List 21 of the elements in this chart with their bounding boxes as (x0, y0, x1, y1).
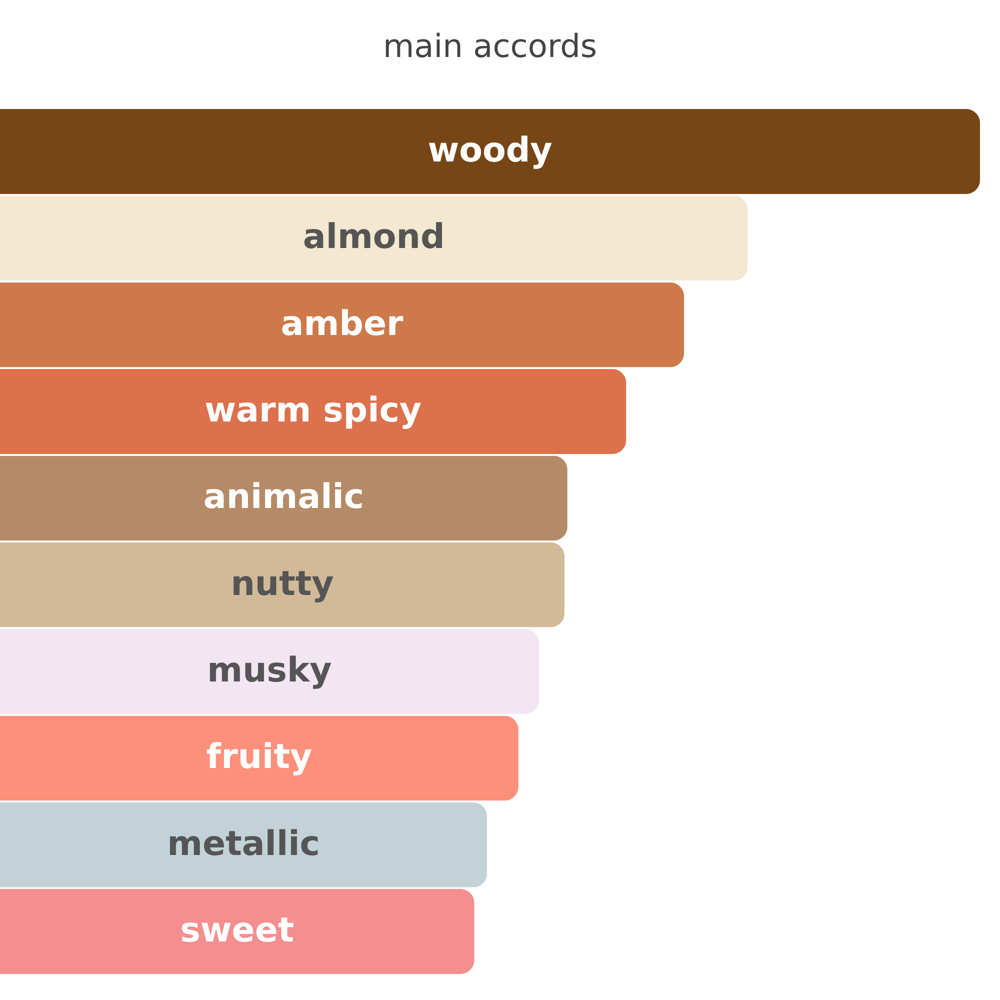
bar (0, 802, 488, 888)
y-tick-label: sweet (180, 910, 294, 951)
bar (0, 109, 980, 194)
y-tick-label: amber (280, 304, 404, 344)
bar (0, 542, 564, 628)
bar (0, 716, 518, 801)
y-tick-label: almond (302, 217, 445, 258)
bar (0, 456, 568, 541)
y-tick-label: warm spicy (204, 390, 422, 430)
bar (0, 889, 474, 974)
bar (0, 196, 748, 281)
y-tick-label: fruity (206, 737, 312, 778)
bar (0, 369, 626, 454)
y-tick-label: animalic (203, 477, 364, 518)
chart-title: main accords (382, 27, 598, 65)
y-tick-label: woody (428, 130, 552, 170)
y-tick-label: nutty (230, 564, 334, 604)
bar (0, 629, 539, 714)
bar (0, 282, 684, 368)
y-tick-label: musky (207, 650, 332, 691)
y-tick-label: metallic (167, 824, 320, 864)
